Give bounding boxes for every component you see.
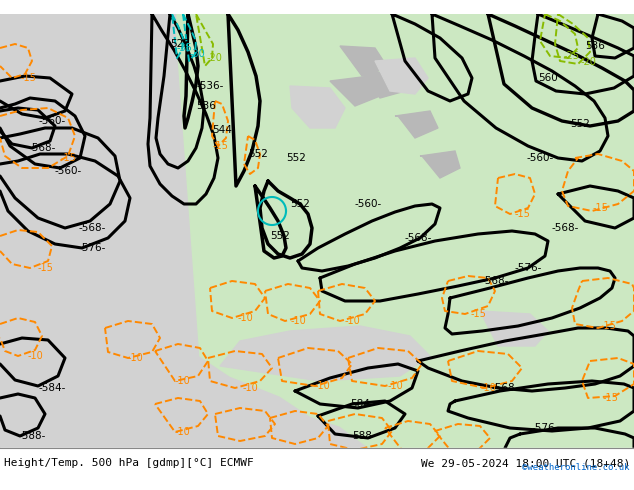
Text: -10: -10 xyxy=(387,381,403,391)
Text: -10: -10 xyxy=(237,313,253,323)
Polygon shape xyxy=(362,71,405,98)
Text: -15: -15 xyxy=(37,263,53,273)
Text: 584: 584 xyxy=(560,461,580,471)
Text: -10: -10 xyxy=(174,427,190,437)
Text: -15: -15 xyxy=(600,321,616,331)
Polygon shape xyxy=(0,116,140,206)
Text: -20: -20 xyxy=(206,53,222,63)
Text: -10: -10 xyxy=(27,351,43,361)
Text: -20: -20 xyxy=(580,57,596,67)
Text: -10: -10 xyxy=(480,383,496,393)
Text: -568-: -568- xyxy=(552,223,579,233)
Text: -560-: -560- xyxy=(55,166,82,176)
Text: 552: 552 xyxy=(570,119,590,129)
Text: -560-: -560- xyxy=(526,153,553,163)
Text: -15: -15 xyxy=(602,393,618,403)
Text: -536-: -536- xyxy=(197,81,224,91)
Text: -35: -35 xyxy=(176,43,192,53)
Text: 536: 536 xyxy=(196,101,216,111)
Text: Height/Temp. 500 hPa [gdmp][°C] ECMWF: Height/Temp. 500 hPa [gdmp][°C] ECMWF xyxy=(4,458,254,468)
Text: 588: 588 xyxy=(352,431,372,441)
Text: -10: -10 xyxy=(127,353,143,363)
Text: 552: 552 xyxy=(290,199,310,209)
Text: 544: 544 xyxy=(212,125,232,135)
Text: 552: 552 xyxy=(270,231,290,241)
Polygon shape xyxy=(480,311,548,346)
Text: 528: 528 xyxy=(170,39,190,49)
Text: -568-: -568- xyxy=(29,143,56,153)
Text: -588-: -588- xyxy=(18,431,46,441)
Polygon shape xyxy=(340,46,388,76)
Text: 560: 560 xyxy=(538,73,558,83)
Text: 552: 552 xyxy=(286,153,306,163)
Polygon shape xyxy=(395,111,438,138)
Text: -15: -15 xyxy=(20,73,36,83)
Text: -576-: -576- xyxy=(514,263,541,273)
Text: -10: -10 xyxy=(344,316,360,326)
Polygon shape xyxy=(220,326,430,381)
Text: ©weatheronline.co.uk: ©weatheronline.co.uk xyxy=(522,463,630,472)
Text: -15: -15 xyxy=(60,153,76,163)
Polygon shape xyxy=(290,86,345,128)
Text: 552: 552 xyxy=(248,149,268,159)
Text: -568-: -568- xyxy=(491,383,519,393)
Text: -568-: -568- xyxy=(79,223,106,233)
Text: -10: -10 xyxy=(314,381,330,391)
Text: -25: -25 xyxy=(564,51,580,61)
Text: -10: -10 xyxy=(242,383,258,393)
Polygon shape xyxy=(375,58,428,94)
Text: -10: -10 xyxy=(290,316,306,326)
Polygon shape xyxy=(420,151,460,178)
Text: -584-: -584- xyxy=(38,383,66,393)
Text: 584: 584 xyxy=(350,399,370,409)
Text: -15: -15 xyxy=(514,209,530,219)
Text: -576-: -576- xyxy=(531,423,559,433)
Text: -560-: -560- xyxy=(354,199,382,209)
Text: -560-: -560- xyxy=(39,116,66,126)
Polygon shape xyxy=(0,14,175,476)
Text: -576-: -576- xyxy=(79,243,106,253)
Text: -15: -15 xyxy=(212,141,228,151)
Polygon shape xyxy=(380,456,634,476)
Text: We 29-05-2024 18:00 UTC (18+48): We 29-05-2024 18:00 UTC (18+48) xyxy=(421,458,630,468)
Text: -568-: -568- xyxy=(481,276,508,286)
Bar xyxy=(0,448,634,476)
Text: -568-: -568- xyxy=(404,233,432,243)
Polygon shape xyxy=(175,14,634,456)
Text: -10: -10 xyxy=(174,376,190,386)
Text: 536: 536 xyxy=(585,41,605,51)
Text: -15: -15 xyxy=(592,203,608,213)
Polygon shape xyxy=(0,14,155,56)
Text: -30: -30 xyxy=(189,49,205,59)
Polygon shape xyxy=(330,76,380,106)
Text: -15: -15 xyxy=(470,309,486,319)
